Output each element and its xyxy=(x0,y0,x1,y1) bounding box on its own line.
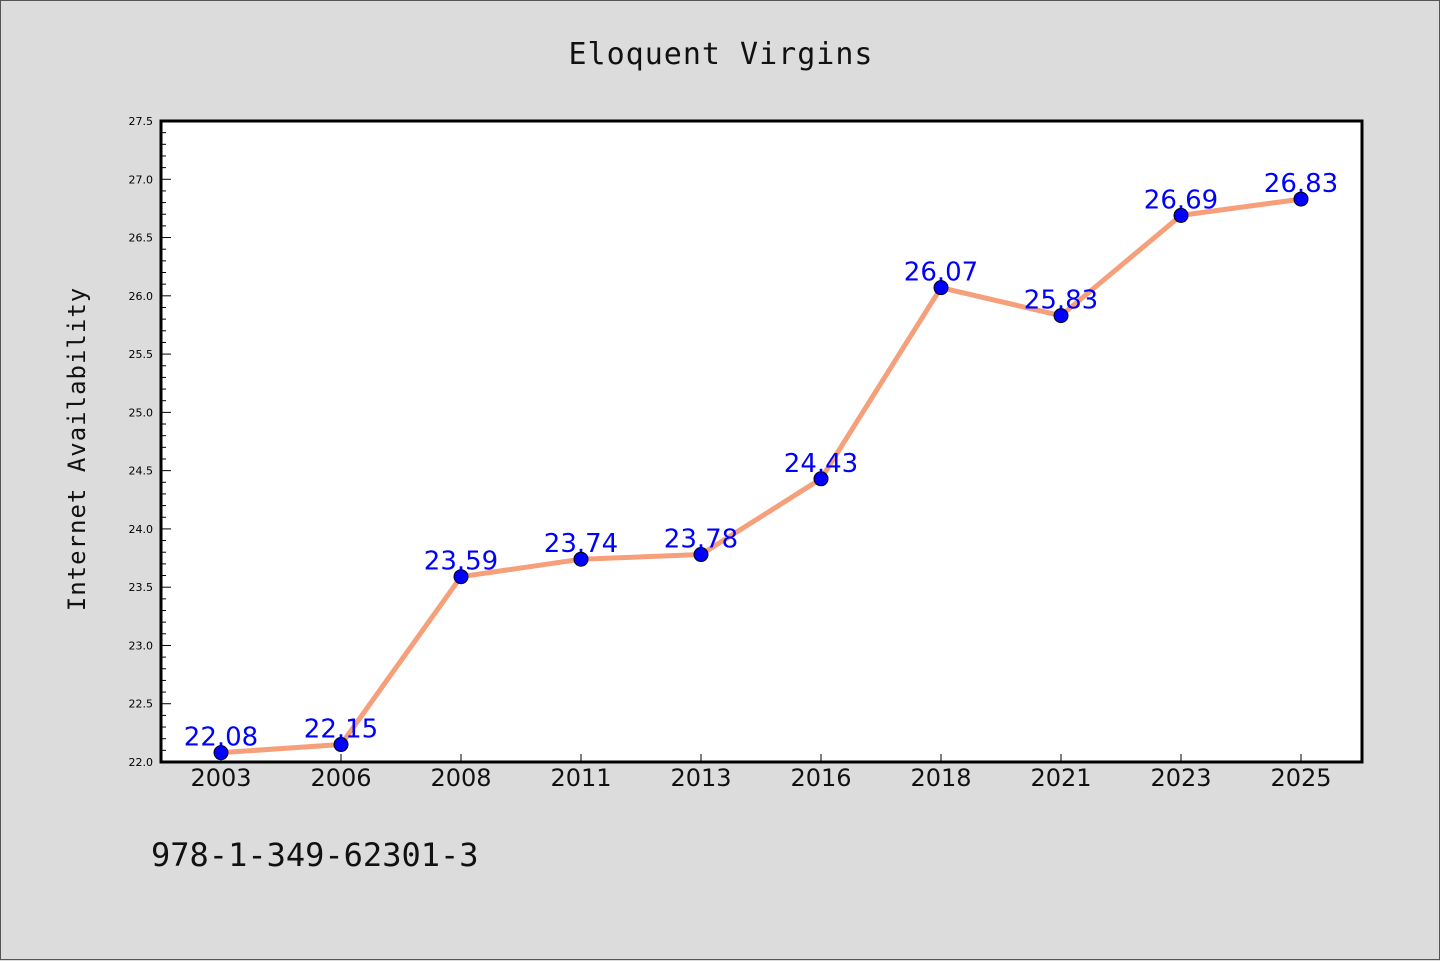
data-label: 22.15 xyxy=(304,715,378,745)
x-tick-label: 2023 xyxy=(1150,764,1211,792)
data-point xyxy=(933,280,949,296)
data-point xyxy=(453,569,469,585)
x-tick-label: 2016 xyxy=(790,764,851,792)
y-axis-ticks: 22.0 22.5 23.0 23.5 24.0 24.5 25.0 25.5 26.0 26.5… xyxy=(129,115,171,769)
x-tick-label: 2021 xyxy=(1030,764,1091,792)
y-tick-label: 25.5 xyxy=(129,348,154,361)
data-point xyxy=(1293,191,1309,207)
data-label: 24.43 xyxy=(784,449,858,479)
x-tick-label: 2025 xyxy=(1270,764,1331,792)
y-tick-label: 25.0 xyxy=(129,406,154,419)
isbn-annotation: 978-1-349-62301-3 xyxy=(151,836,479,874)
y-tick-label: 22.5 xyxy=(129,698,154,711)
y-tick-label: 24.5 xyxy=(129,465,154,478)
data-label: 23.78 xyxy=(664,525,738,555)
y-tick-label: 27.0 xyxy=(129,173,154,186)
x-tick-label: 2018 xyxy=(910,764,971,792)
y-tick-label: 22.0 xyxy=(129,756,154,769)
data-point xyxy=(333,737,349,753)
series-polyline xyxy=(218,196,1304,756)
data-label: 25.83 xyxy=(1024,286,1098,316)
data-point xyxy=(1173,207,1189,223)
data-point xyxy=(1053,308,1069,324)
data-label: 22.08 xyxy=(184,723,258,753)
x-axis-ticks: 2003 2006 2008 2011 2013 2016 2018 2021 2023 2025 xyxy=(190,754,1332,792)
series-line xyxy=(218,196,1304,756)
y-tick-label: 23.0 xyxy=(129,639,154,652)
x-tick-label: 2006 xyxy=(310,764,371,792)
data-label: 23.59 xyxy=(424,547,498,577)
y-tick-label: 24.0 xyxy=(129,523,154,536)
x-tick-label: 2011 xyxy=(550,764,611,792)
data-point xyxy=(213,745,229,761)
data-label: 23.74 xyxy=(544,529,618,559)
y-tick-label: 23.5 xyxy=(129,581,154,594)
x-tick-label: 2008 xyxy=(430,764,491,792)
data-label: 26.83 xyxy=(1264,169,1338,199)
data-label: 26.69 xyxy=(1144,185,1218,215)
chart-title: Eloquent Virgins xyxy=(569,37,874,72)
y-tick-label: 26.0 xyxy=(129,290,154,303)
y-tick-label: 27.5 xyxy=(129,115,154,128)
plot-area xyxy=(159,119,1364,764)
series-markers xyxy=(213,191,1309,761)
y-tick-label: 26.5 xyxy=(129,232,154,245)
y-axis-label: Internet Availability xyxy=(63,287,91,611)
x-tick-label: 2003 xyxy=(190,764,251,792)
data-point xyxy=(813,471,829,487)
data-point xyxy=(693,547,709,563)
data-point xyxy=(573,551,589,567)
data-labels: 22.08 22.15 23.59 23.74 23.78 24.43 26.07 25.83… xyxy=(184,169,1338,753)
data-label: 26.07 xyxy=(904,258,978,288)
x-tick-label: 2013 xyxy=(670,764,731,792)
